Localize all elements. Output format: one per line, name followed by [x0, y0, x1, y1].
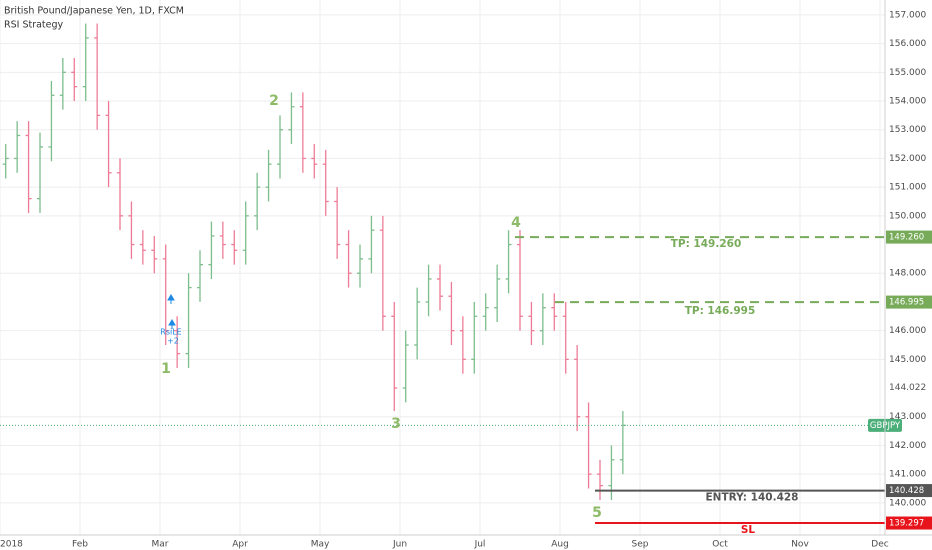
- y-tick-label: 154.000: [889, 97, 926, 107]
- y-tick-label: 142.000: [889, 441, 926, 451]
- y-tick-label: 150.000: [889, 211, 926, 221]
- level-tag-label: 140.428: [889, 486, 924, 496]
- level-label: TP: 146.995: [685, 305, 756, 317]
- y-tick-label: 140.000: [889, 498, 926, 508]
- level-tag-label: 146.995: [889, 298, 924, 308]
- x-tick-label: Apr: [232, 540, 248, 550]
- level-label: SL: [741, 524, 756, 536]
- signal-label: RsiLE: [160, 328, 181, 337]
- y-tick-label: 151.000: [889, 183, 926, 193]
- x-tick-label: 2018: [0, 540, 23, 550]
- y-tick-label: 156.000: [889, 39, 926, 49]
- price-bars: [2, 23, 626, 500]
- y-tick-label: 155.000: [889, 68, 926, 78]
- y-tick-label: 152.000: [889, 154, 926, 164]
- level-tag: [886, 484, 932, 498]
- chart-subtitle: RSI Strategy: [4, 20, 64, 31]
- x-tick-label: Jun: [392, 540, 407, 550]
- y-tick-label: 153.000: [889, 125, 926, 135]
- level-tag: [886, 516, 932, 530]
- signal-arrow: [168, 319, 176, 329]
- x-tick-label: Mar: [152, 540, 169, 550]
- signal-size: +2: [167, 337, 179, 346]
- y-tick-label: 157.000: [889, 10, 926, 20]
- x-tick-label: Oct: [712, 540, 728, 550]
- x-tick-label: Aug: [551, 540, 569, 550]
- wave-label: 4: [511, 215, 521, 231]
- x-tick-label: May: [311, 540, 330, 550]
- x-tick-label: Jul: [474, 540, 486, 550]
- x-tick-label: Feb: [72, 540, 88, 550]
- chart-title: British Pound/Japanese Yen, 1D, FXCM: [4, 6, 184, 17]
- x-tick-label: Sep: [632, 540, 649, 550]
- y-tick-label: 146.000: [889, 326, 926, 336]
- signal-arrow: [167, 294, 175, 304]
- x-tick-label: Nov: [791, 540, 809, 550]
- wave-label: 1: [161, 361, 171, 377]
- crosshair-label: 144.022: [889, 383, 926, 393]
- x-tick-label: Dec: [871, 540, 888, 550]
- level-tag: [886, 230, 932, 244]
- level-tag: [886, 295, 932, 309]
- level-label: TP: 149.260: [671, 238, 742, 250]
- level-tag-label: 149.260: [889, 233, 924, 243]
- y-tick-label: 143.000: [889, 412, 926, 422]
- wave-label: 5: [592, 505, 602, 521]
- wave-label: 2: [269, 93, 279, 109]
- wave-label: 3: [391, 416, 401, 432]
- grid: [0, 0, 885, 535]
- level-tag-label: 139.297: [889, 519, 924, 529]
- y-tick-label: 145.000: [889, 355, 926, 365]
- y-tick-label: 141.000: [889, 470, 926, 480]
- level-label: ENTRY: 140.428: [705, 492, 798, 504]
- y-tick-label: 148.000: [889, 269, 926, 279]
